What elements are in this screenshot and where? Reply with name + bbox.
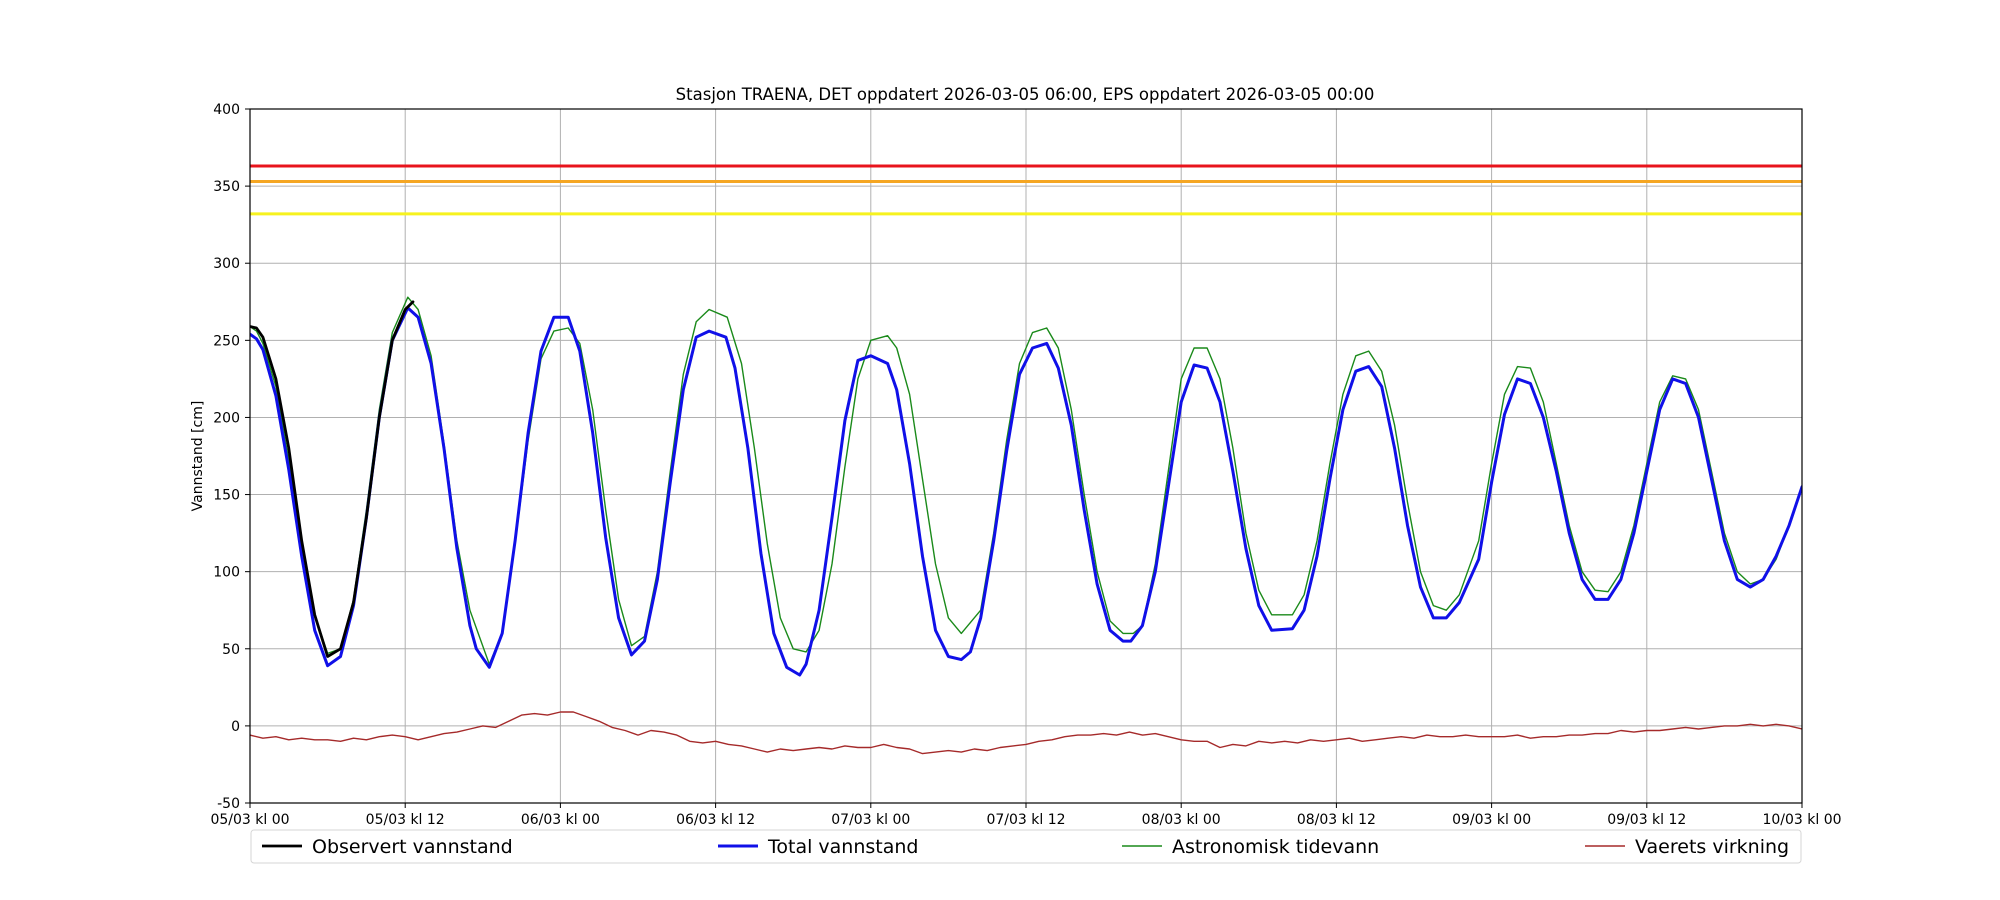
x-tick-label: 08/03 kl 00 [1142,812,1221,828]
x-tick-label: 06/03 kl 12 [676,812,755,828]
x-tick-label: 10/03 kl 00 [1762,812,1841,828]
y-tick-label: 200 [213,410,240,426]
chart-title: Stasjon TRAENA, DET oppdatert 2026-03-05… [676,85,1375,104]
series-lines [250,296,1802,755]
legend-box [250,829,1802,864]
y-tick-label: 100 [213,565,240,581]
x-axis: 05/03 kl 00 05/03 kl 12 06/03 kl 00 06/03 k… [210,803,1842,828]
legend: Observert vannstand Total vannstand Astron… [250,829,1802,864]
legend-label: Total vannstand [767,836,918,858]
x-tick-label: 07/03 kl 12 [986,812,1065,828]
x-tick-label: 09/03 kl 00 [1452,812,1531,828]
y-tick-label: 300 [213,256,240,272]
series-line-total-vannstand [250,306,1802,677]
series-line-observert-vannstand [250,300,415,658]
y-tick-label: 0 [231,719,240,735]
y-tick-label: 50 [222,642,240,658]
x-tick-label: 06/03 kl 00 [521,812,600,828]
x-tick-label: 09/03 kl 12 [1607,812,1686,828]
x-tick-label: 08/03 kl 12 [1297,812,1376,828]
x-tick-label: 05/03 kl 00 [210,812,289,828]
y-tick-label: 250 [213,333,240,349]
y-axis-label: Vannstand [cm] [190,401,206,512]
legend-label: Observert vannstand [312,836,513,858]
y-tick-label: -50 [217,796,240,812]
y-axis: -50 0 50 100 150 200 250 300 350 400 [213,102,250,812]
y-tick-label: 400 [213,102,240,118]
x-tick-label: 05/03 kl 12 [366,812,445,828]
y-tick-label: 350 [213,179,240,195]
y-tick-label: 150 [213,488,240,504]
series-line-vaerets-virkning [250,711,1802,755]
legend-label: Astronomisk tidevann [1172,836,1379,858]
x-tick-label: 07/03 kl 00 [831,812,910,828]
threshold-lines [250,164,1802,216]
legend-label: Vaerets virkning [1635,836,1789,858]
